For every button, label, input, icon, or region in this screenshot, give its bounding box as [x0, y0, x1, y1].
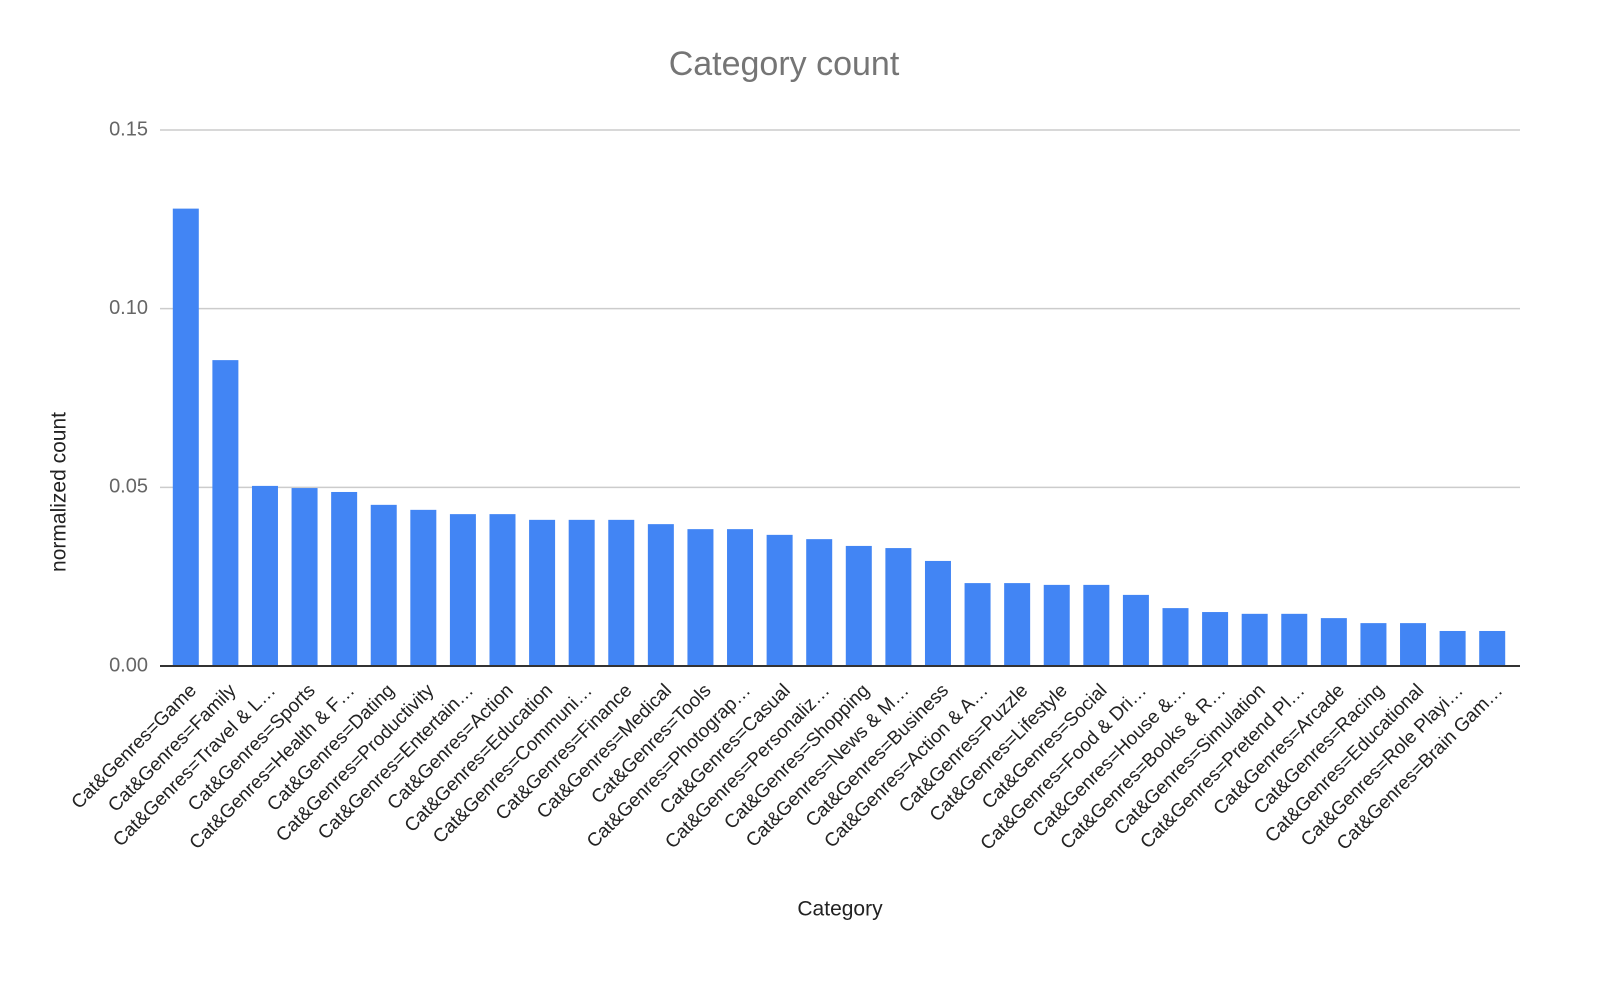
bar [845, 545, 872, 666]
bar [964, 583, 991, 666]
bar [449, 514, 476, 666]
bar [924, 560, 951, 666]
bar [1004, 583, 1031, 666]
bar [1083, 584, 1110, 666]
y-tick-label: 0.15 [109, 118, 148, 140]
bar [687, 529, 714, 666]
bar [331, 491, 358, 666]
bar [370, 504, 397, 666]
bar [885, 548, 912, 666]
y-axis-label: normalized count [48, 412, 71, 572]
bar [1162, 608, 1189, 666]
bar [1202, 612, 1229, 666]
bar [1241, 613, 1268, 666]
bar [608, 519, 635, 666]
bar [568, 519, 595, 666]
bar [212, 360, 239, 666]
bar [766, 534, 793, 666]
bar [410, 509, 437, 666]
bar [172, 208, 199, 666]
bar [806, 539, 833, 666]
bar [1400, 623, 1427, 666]
bar [1043, 584, 1070, 666]
y-tick-label: 0.05 [109, 476, 148, 498]
bar [529, 519, 556, 666]
x-tick-label: Cat&Genres=Travel & L… [109, 680, 280, 851]
bar [489, 514, 516, 666]
bar [727, 529, 754, 666]
bar [1281, 613, 1308, 666]
y-tick-label: 0.10 [109, 297, 148, 319]
bar [647, 524, 674, 666]
bar [1320, 618, 1347, 666]
bar [1479, 630, 1506, 666]
bar [1360, 623, 1387, 666]
y-tick-label: 0.00 [109, 654, 148, 676]
bar [251, 485, 278, 666]
chart-title: Category count [669, 45, 900, 83]
bar [1122, 594, 1149, 666]
bar [291, 488, 318, 666]
bar [1439, 630, 1466, 666]
x-axis-label: Category [797, 898, 883, 921]
